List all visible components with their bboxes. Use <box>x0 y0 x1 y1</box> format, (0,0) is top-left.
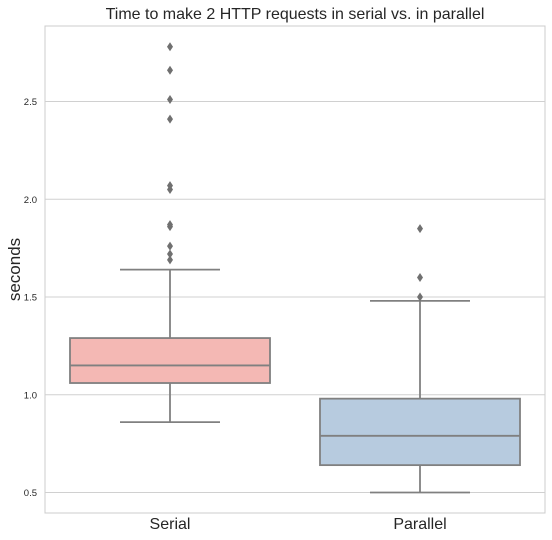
y-tick-labels: 0.5 1.0 1.5 2.0 2.5 <box>24 97 37 499</box>
iqr-box <box>69 337 271 384</box>
iqr-box <box>319 397 521 467</box>
y-tick-label: 1.0 <box>24 390 37 401</box>
y-tick-label: 1.5 <box>24 293 37 304</box>
outlier-point <box>417 224 423 234</box>
outlier-point <box>167 65 173 75</box>
x-tick-labels: Serial Parallel <box>150 516 447 533</box>
y-tick-label: 2.0 <box>24 195 37 206</box>
box-serial <box>69 42 271 424</box>
outlier-point <box>417 292 423 302</box>
box-parallel <box>319 224 521 494</box>
outlier-point <box>167 220 173 230</box>
x-tick-label: Serial <box>150 516 191 533</box>
outlier-point <box>167 241 173 251</box>
outlier-point <box>167 114 173 124</box>
y-tick-label: 0.5 <box>24 488 37 499</box>
outlier-point <box>167 42 173 52</box>
chart-title: Time to make 2 HTTP requests in serial v… <box>106 6 485 23</box>
outlier-point <box>417 272 423 282</box>
boxes <box>69 42 521 494</box>
outlier-point <box>167 255 173 265</box>
outlier-point <box>167 249 173 259</box>
y-axis-label: seconds <box>5 238 24 301</box>
x-tick-label: Parallel <box>393 516 446 533</box>
y-tick-label: 2.5 <box>24 97 37 108</box>
outlier-point <box>167 95 173 105</box>
outlier-point <box>167 181 173 191</box>
